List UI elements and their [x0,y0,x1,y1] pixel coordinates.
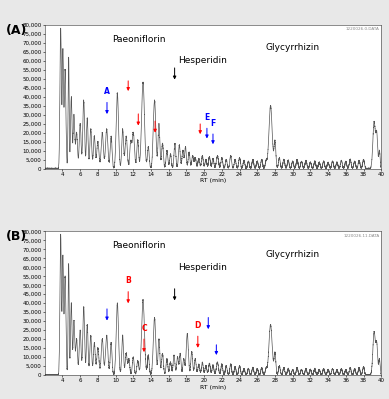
Text: Paeoniflorin: Paeoniflorin [112,35,166,44]
Text: F: F [210,119,216,128]
Text: Hesperidin: Hesperidin [178,56,226,65]
Text: C: C [141,324,147,333]
Text: A: A [104,87,110,96]
Text: E: E [204,113,210,122]
Text: Glycyrrhizin: Glycyrrhizin [265,250,319,259]
Text: (B): (B) [6,230,27,243]
Text: 1220026.11.DATA: 1220026.11.DATA [343,233,380,237]
Text: Paeoniflorin: Paeoniflorin [112,241,166,250]
Text: B: B [125,276,131,285]
Text: Hesperidin: Hesperidin [178,263,226,272]
Text: D: D [194,321,201,330]
Text: 1220026.0.DATA: 1220026.0.DATA [346,27,380,31]
X-axis label: RT (min): RT (min) [200,178,226,183]
Text: Glycyrrhizin: Glycyrrhizin [265,43,319,52]
Text: (A): (A) [6,24,27,36]
X-axis label: RT (min): RT (min) [200,385,226,390]
